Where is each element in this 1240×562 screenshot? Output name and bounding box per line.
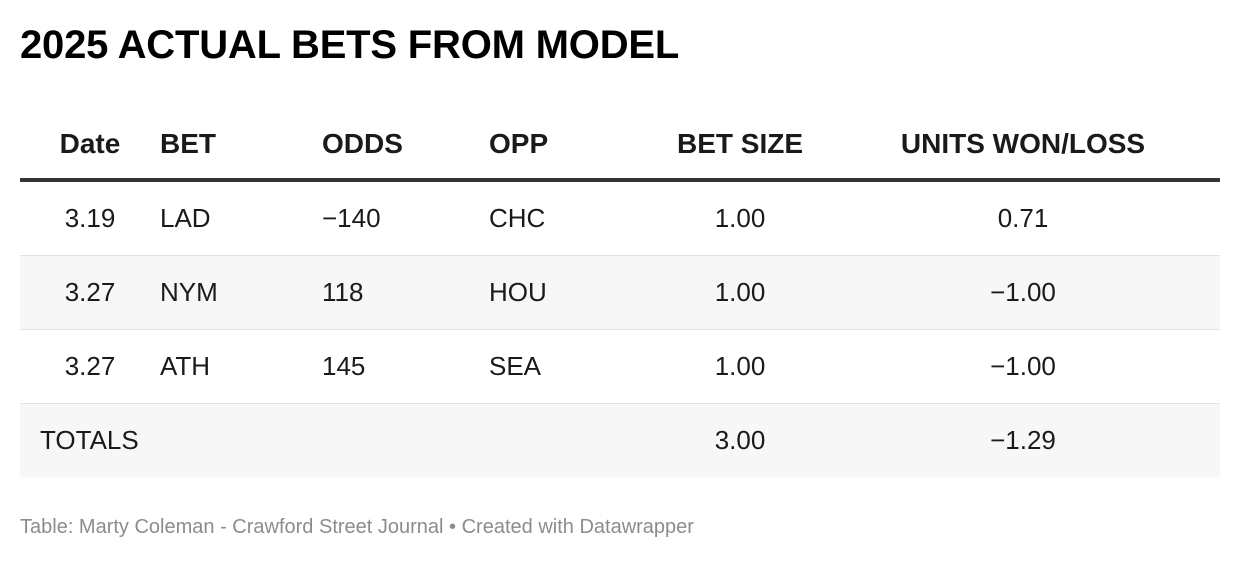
column-header-bet-size: BET SIZE <box>654 110 826 182</box>
table-row: 3.27 NYM 118 HOU 1.00 −1.00 <box>20 255 1220 330</box>
source-credit: Table: Marty Coleman - Crawford Street J… <box>20 516 694 538</box>
totals-bet-size: 3.00 <box>654 403 826 477</box>
cell-bet-size: 1.00 <box>654 329 826 404</box>
table-row: 3.27 ATH 145 SEA 1.00 −1.00 <box>20 329 1220 404</box>
cell-bet-size: 1.00 <box>654 255 826 330</box>
table-row: 3.19 LAD −140 CHC 1.00 0.71 <box>20 180 1220 256</box>
cell-date: 3.27 <box>20 255 160 330</box>
column-header-opp: OPP <box>489 110 654 182</box>
column-header-units: UNITS WON/LOSS <box>826 110 1220 182</box>
cell-date: 3.19 <box>20 180 160 256</box>
totals-row: TOTALS 3.00 −1.29 <box>20 403 1220 477</box>
cell-date: 3.27 <box>20 329 160 404</box>
cell-bet: NYM <box>160 255 322 330</box>
table-header-row: Date BET ODDS OPP BET SIZE UNITS WON/LOS… <box>20 110 1220 182</box>
cell-units: −1.00 <box>826 255 1220 330</box>
totals-units: −1.29 <box>826 403 1220 477</box>
cell-odds: 118 <box>322 255 489 330</box>
chart-title: 2025 ACTUAL BETS FROM MODEL <box>20 23 680 67</box>
cell-opp: HOU <box>489 255 654 330</box>
cell-bet: ATH <box>160 329 322 404</box>
cell-opp: CHC <box>489 180 654 256</box>
cell-odds: −140 <box>322 180 489 256</box>
cell-odds: 145 <box>322 329 489 404</box>
cell-bet: LAD <box>160 180 322 256</box>
cell-bet-size: 1.00 <box>654 180 826 256</box>
cell-units: −1.00 <box>826 329 1220 404</box>
column-header-date: Date <box>20 110 160 182</box>
column-header-bet: BET <box>160 110 322 182</box>
column-header-odds: ODDS <box>322 110 489 182</box>
cell-units: 0.71 <box>826 180 1220 256</box>
bets-table: Date BET ODDS OPP BET SIZE UNITS WON/LOS… <box>20 110 1220 477</box>
totals-label: TOTALS <box>20 403 654 477</box>
cell-opp: SEA <box>489 329 654 404</box>
